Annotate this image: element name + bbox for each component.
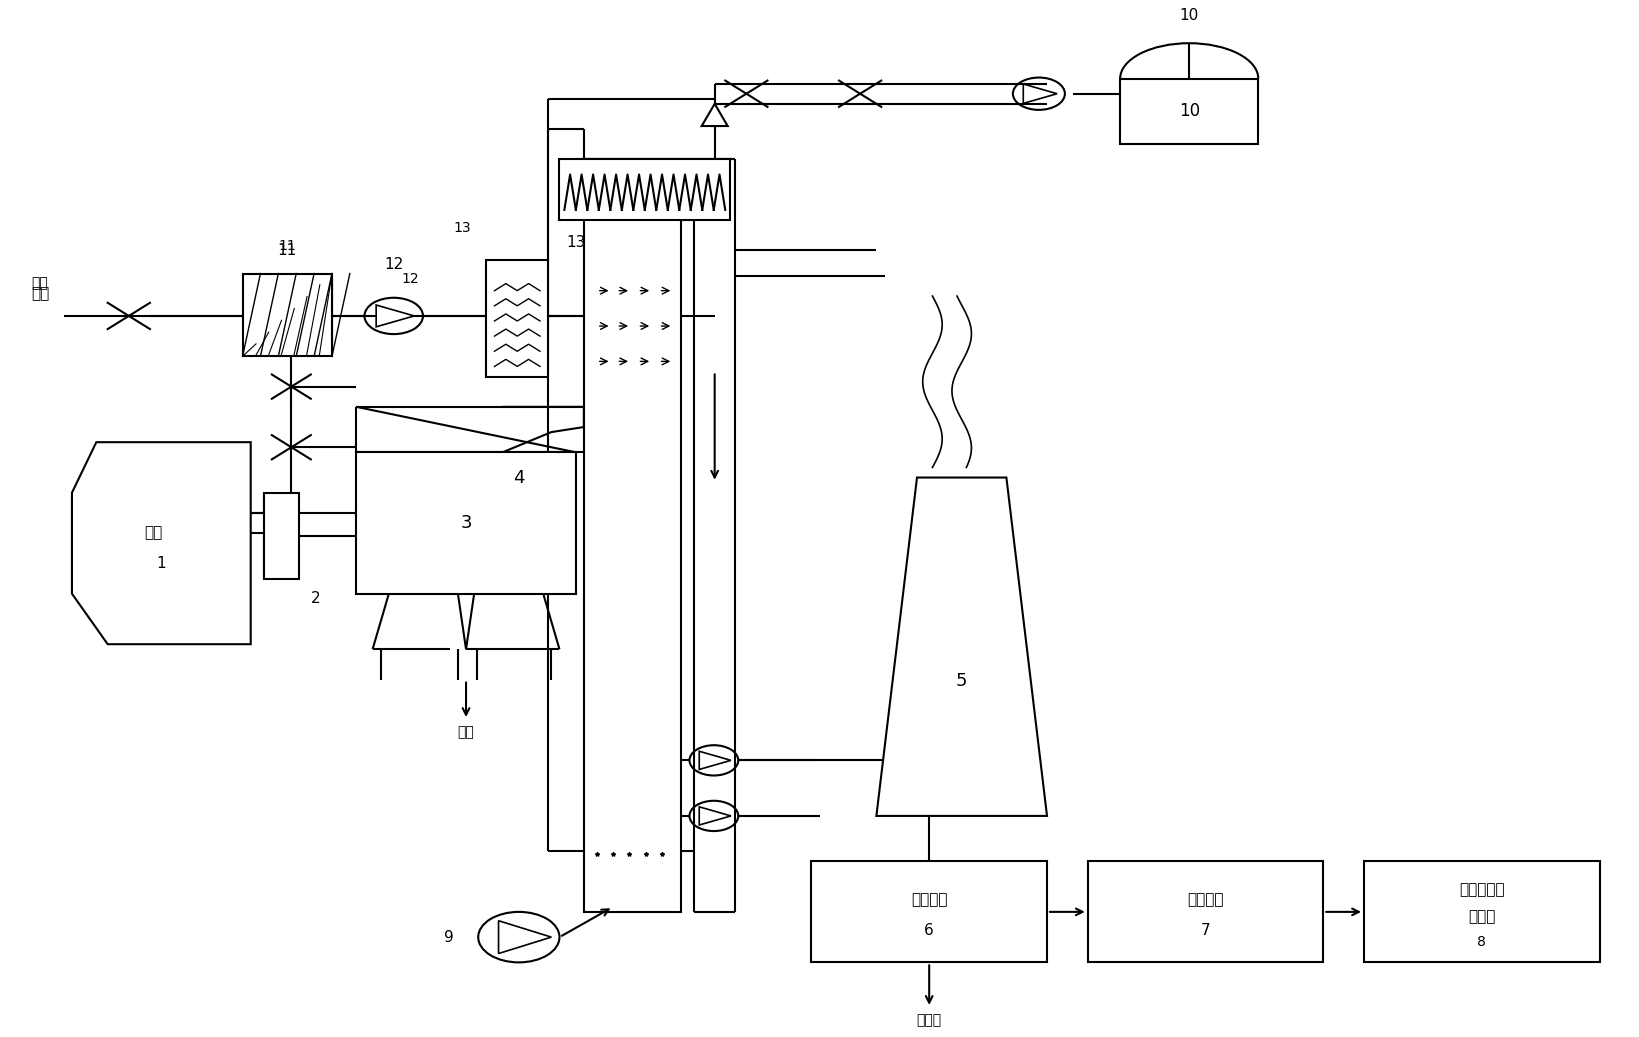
Text: 4: 4	[513, 469, 524, 486]
Text: 空气: 空气	[31, 286, 49, 301]
Text: 8: 8	[1477, 935, 1487, 949]
Polygon shape	[498, 921, 551, 954]
Text: 2: 2	[311, 591, 321, 607]
Text: 排灰: 排灰	[457, 725, 474, 739]
Text: 液态除尘: 液态除尘	[911, 892, 947, 907]
Polygon shape	[877, 478, 1047, 816]
Bar	[583, 160, 682, 912]
Polygon shape	[700, 751, 731, 769]
Text: 9: 9	[444, 929, 454, 945]
Bar	[559, 160, 729, 220]
Bar	[264, 493, 300, 579]
Text: 13: 13	[452, 221, 470, 235]
Text: 10: 10	[1180, 8, 1198, 23]
Polygon shape	[700, 807, 731, 825]
Text: 5: 5	[956, 672, 967, 690]
Text: 7: 7	[1201, 923, 1210, 937]
Polygon shape	[1023, 84, 1057, 104]
Text: 11: 11	[277, 244, 297, 258]
Bar	[811, 862, 1047, 962]
Bar	[243, 274, 333, 357]
Text: 13: 13	[565, 235, 585, 250]
Text: 12: 12	[384, 257, 403, 273]
Text: 12: 12	[402, 272, 420, 285]
Text: 或排弃: 或排弃	[1469, 909, 1495, 924]
Polygon shape	[377, 305, 415, 327]
Text: 排粉尘: 排粉尘	[916, 1013, 942, 1027]
Polygon shape	[72, 442, 251, 644]
Text: 11: 11	[279, 240, 297, 253]
Bar	[1364, 862, 1600, 962]
Text: 1: 1	[156, 556, 166, 571]
Text: 浓缩结晶: 浓缩结晶	[1187, 892, 1224, 907]
Bar	[1088, 862, 1323, 962]
Text: 空气: 空气	[31, 277, 48, 290]
Text: 3: 3	[461, 514, 472, 532]
Polygon shape	[701, 104, 728, 127]
Text: 6: 6	[924, 923, 934, 937]
Text: 干燥、包装: 干燥、包装	[1459, 882, 1505, 897]
Text: 锅炉: 锅炉	[144, 526, 162, 540]
Bar	[356, 452, 575, 594]
Bar	[487, 260, 547, 376]
Text: 10: 10	[1178, 103, 1200, 120]
Text: 10: 10	[1178, 103, 1200, 120]
Bar	[1119, 79, 1259, 144]
